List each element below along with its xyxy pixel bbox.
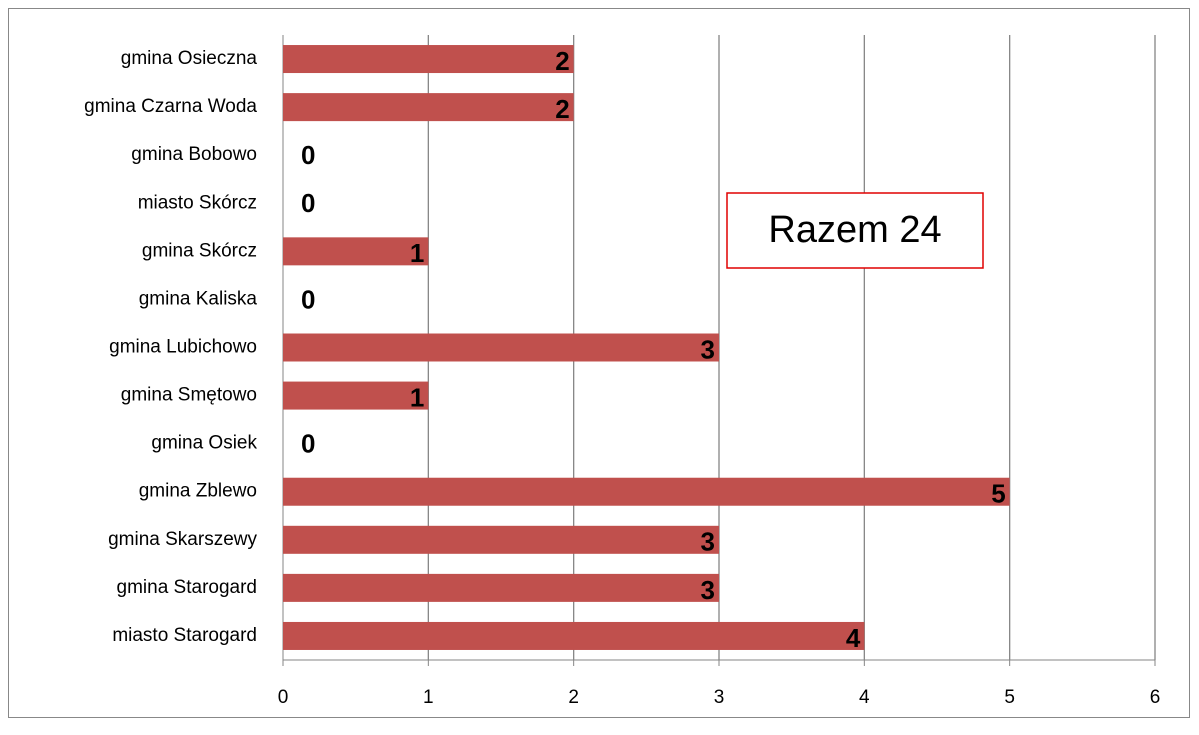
bar (283, 477, 1010, 506)
x-tick-label: 6 (1150, 687, 1161, 708)
value-label: 2 (555, 46, 569, 76)
x-tick-label: 4 (859, 687, 870, 708)
value-label: 0 (301, 188, 315, 218)
bar (283, 93, 574, 122)
bar (283, 45, 574, 74)
bar (283, 333, 719, 362)
y-tick-label: miasto Skórcz (138, 192, 257, 213)
y-tick-label: gmina Lubichowo (109, 337, 257, 358)
y-tick-label: gmina Osiek (151, 433, 257, 454)
bar (283, 237, 429, 266)
y-tick-label: gmina Skórcz (142, 240, 257, 261)
y-tick-label: gmina Skarszewy (108, 529, 257, 550)
value-label: 1 (410, 238, 424, 268)
y-tick-label: gmina Czarna Woda (84, 96, 257, 117)
bar (283, 525, 719, 554)
value-label: 0 (301, 140, 315, 170)
y-tick-label: gmina Kaliska (139, 288, 258, 309)
value-label: 2 (555, 94, 569, 124)
x-tick-label: 2 (568, 687, 579, 708)
x-tick-label: 5 (1004, 687, 1015, 708)
value-label: 4 (846, 623, 861, 653)
y-tick-label: gmina Smętowo (121, 385, 257, 406)
y-tick-label: gmina Osieczna (121, 48, 258, 69)
annotation-box (726, 192, 984, 269)
bar (283, 573, 719, 602)
y-tick-label: gmina Bobowo (131, 144, 257, 165)
value-label: 0 (301, 429, 315, 459)
bar (283, 381, 429, 410)
annotation: Razem 24 (768, 209, 941, 251)
y-tick-label: miasto Starogard (112, 625, 257, 646)
value-label: 0 (301, 284, 315, 314)
y-tick-label: gmina Starogard (117, 577, 257, 598)
x-tick-label: 3 (714, 687, 725, 708)
bar (283, 621, 865, 650)
value-label: 3 (701, 575, 715, 605)
value-label: 1 (410, 382, 424, 412)
value-label: 3 (701, 527, 715, 557)
value-label: 3 (701, 334, 715, 364)
y-tick-label: gmina Zblewo (139, 481, 257, 502)
x-tick-label: 0 (278, 687, 289, 708)
value-label: 5 (991, 479, 1005, 509)
x-tick-label: 1 (423, 687, 434, 708)
